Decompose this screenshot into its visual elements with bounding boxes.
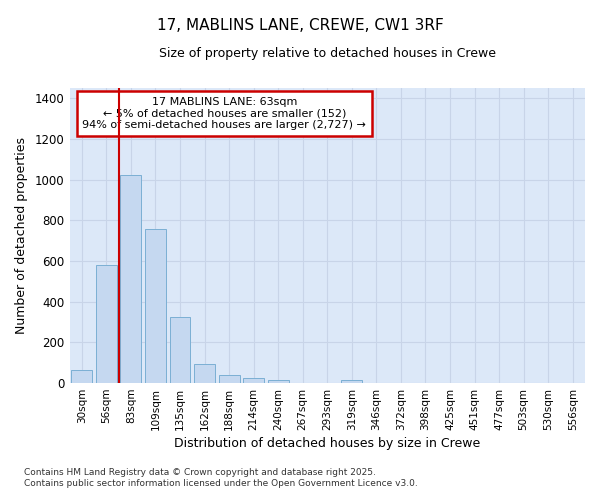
Bar — [194, 364, 215, 383]
Bar — [268, 380, 289, 383]
Text: 17, MABLINS LANE, CREWE, CW1 3RF: 17, MABLINS LANE, CREWE, CW1 3RF — [157, 18, 443, 32]
Bar — [96, 266, 117, 383]
Bar — [71, 370, 92, 383]
Text: 17 MABLINS LANE: 63sqm
← 5% of detached houses are smaller (152)
94% of semi-det: 17 MABLINS LANE: 63sqm ← 5% of detached … — [82, 97, 366, 130]
Bar — [243, 378, 264, 383]
Bar — [145, 229, 166, 383]
Bar — [218, 376, 239, 383]
Bar — [341, 380, 362, 383]
Bar — [121, 174, 142, 383]
Bar — [170, 317, 190, 383]
Text: Contains HM Land Registry data © Crown copyright and database right 2025.
Contai: Contains HM Land Registry data © Crown c… — [24, 468, 418, 487]
X-axis label: Distribution of detached houses by size in Crewe: Distribution of detached houses by size … — [174, 437, 481, 450]
Title: Size of property relative to detached houses in Crewe: Size of property relative to detached ho… — [159, 48, 496, 60]
Y-axis label: Number of detached properties: Number of detached properties — [15, 137, 28, 334]
